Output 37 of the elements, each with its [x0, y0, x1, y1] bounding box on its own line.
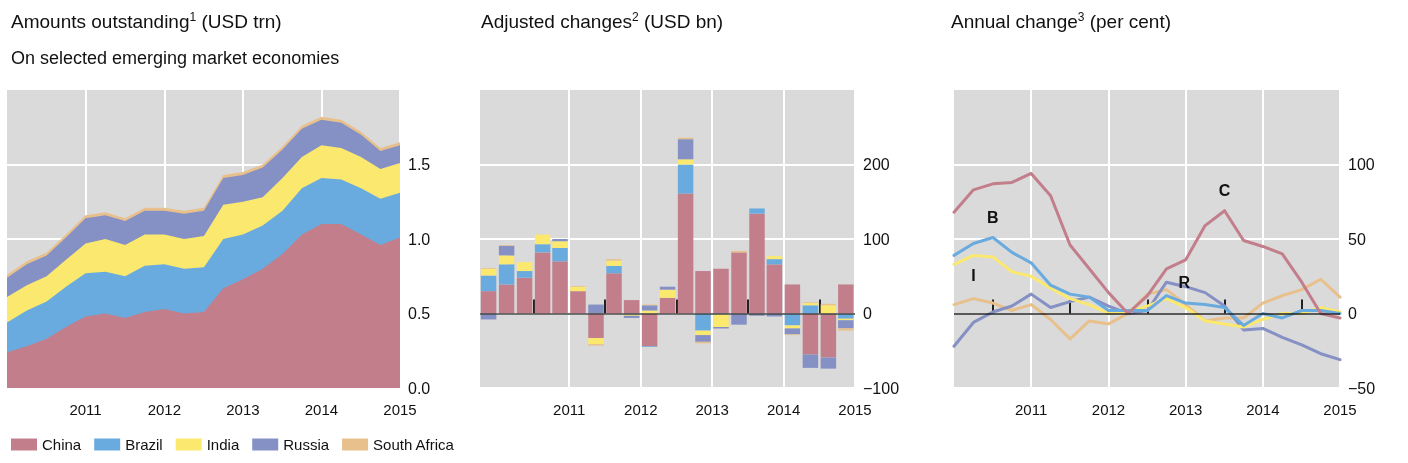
x-tick-label: 2014 [1246, 401, 1280, 418]
x-tick-label: 2014 [766, 401, 801, 418]
y-tick-label: 1.0 [408, 230, 431, 248]
y-tick-label: 0.5 [408, 305, 431, 322]
legend-label: India [206, 436, 240, 453]
y-tick-label: −100 [863, 379, 900, 397]
y-tick-label: 100 [1348, 156, 1375, 173]
y-tick-label: 0.0 [408, 379, 431, 397]
legend-label: China [42, 436, 82, 453]
series-label: I [971, 266, 976, 284]
y-tick-label: −50 [1348, 379, 1376, 397]
series-label: C [1218, 182, 1231, 200]
x-tick-label: 2015 [838, 401, 872, 418]
y-tick-label: 0 [1348, 305, 1357, 322]
y-tick-label: 50 [1348, 230, 1366, 248]
legend-label: Russia [283, 436, 330, 453]
x-tick-label: 2015 [383, 401, 417, 418]
x-tick-label: 2012 [1091, 401, 1126, 418]
legend-label: South Africa [373, 436, 455, 453]
x-tick-label: 2011 [69, 401, 102, 418]
legend-label: Brazil [125, 436, 163, 453]
chart-subtitle: On selected emerging market economies [11, 48, 340, 68]
x-tick-label: 2011 [1015, 401, 1048, 418]
x-tick-label: 2013 [226, 401, 260, 418]
x-tick-label: 2014 [304, 401, 339, 418]
x-tick-label: 2013 [695, 401, 729, 418]
x-tick-label: 2011 [553, 401, 586, 418]
series-label: B [987, 209, 999, 227]
y-tick-label: 200 [863, 156, 890, 173]
series-label: R [1178, 273, 1191, 291]
x-tick-label: 2012 [147, 401, 182, 418]
y-tick-label: 1.5 [408, 156, 431, 173]
x-tick-label: 2015 [1323, 401, 1357, 418]
y-tick-label: 0 [863, 305, 872, 322]
x-tick-label: 2012 [624, 401, 658, 418]
y-tick-label: 100 [863, 230, 890, 248]
x-tick-label: 2013 [1169, 401, 1203, 418]
